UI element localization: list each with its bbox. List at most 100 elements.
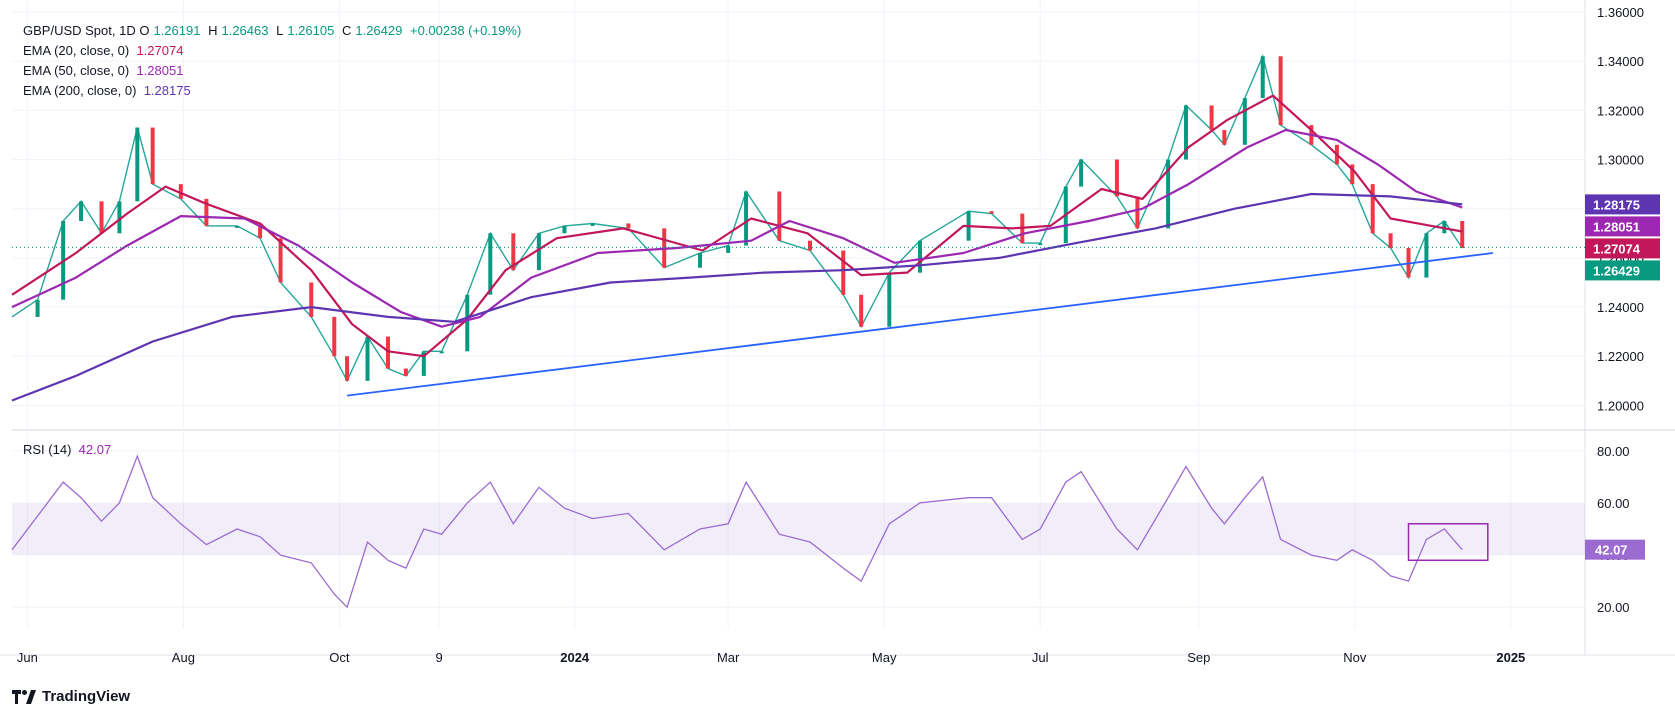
brand-name: TradingView bbox=[42, 688, 131, 705]
candle-body bbox=[777, 191, 782, 241]
candle-body bbox=[79, 201, 84, 221]
candle-body bbox=[345, 356, 350, 381]
candle-body bbox=[562, 225, 567, 234]
candle-body bbox=[385, 336, 390, 369]
price-label-tag bbox=[1585, 216, 1660, 237]
candle-body bbox=[859, 294, 864, 327]
candle-body bbox=[117, 201, 122, 234]
candle-body bbox=[1370, 184, 1375, 234]
candle-body bbox=[1278, 56, 1283, 126]
price-tick-label: 1.32000 bbox=[1597, 103, 1644, 118]
candle-body bbox=[421, 351, 426, 376]
ema-line bbox=[11, 128, 1463, 328]
rsi-value: 42.07 bbox=[78, 442, 112, 457]
rsi-legend: RSI (14) 42.07 bbox=[23, 440, 111, 460]
time-tick-label: 9 bbox=[436, 650, 443, 665]
low-label: L bbox=[276, 23, 284, 38]
time-tick-label: Sep bbox=[1187, 650, 1210, 665]
rsi-tick-label: 20.00 bbox=[1597, 600, 1630, 615]
rsi-value-tag bbox=[1585, 539, 1645, 560]
time-tick-label: May bbox=[872, 650, 897, 665]
rsi-label: RSI (14) bbox=[23, 442, 72, 457]
price-label-tag bbox=[1585, 238, 1660, 259]
candle-body bbox=[439, 351, 444, 354]
candle-body bbox=[150, 127, 155, 185]
candle-body bbox=[488, 233, 493, 295]
ema20-value: 1.27074 bbox=[136, 43, 184, 58]
candle-body bbox=[465, 294, 470, 352]
rsi-value-tag-text: 42.07 bbox=[1595, 543, 1628, 558]
price-label-text: 1.26429 bbox=[1593, 263, 1640, 278]
candle-body bbox=[744, 191, 749, 246]
price-label-text: 1.28175 bbox=[1593, 197, 1640, 212]
candle-body bbox=[99, 201, 104, 234]
candle-body bbox=[135, 127, 140, 202]
candle-body bbox=[1135, 196, 1140, 229]
candle-body bbox=[1222, 130, 1227, 145]
ema50-label: EMA (50, close, 0) bbox=[23, 63, 130, 78]
candle-body bbox=[258, 225, 263, 239]
candle-body bbox=[365, 336, 370, 381]
ema200-label: EMA (200, close, 0) bbox=[23, 83, 137, 98]
footer-brand[interactable]: TradingView bbox=[12, 688, 130, 705]
time-tick-label: Jul bbox=[1032, 650, 1049, 665]
price-close-line bbox=[11, 54, 1463, 383]
rsi-band-fill bbox=[12, 502, 1585, 556]
candle-body bbox=[887, 272, 892, 327]
candle-body bbox=[1242, 98, 1247, 145]
candle-body bbox=[1424, 233, 1429, 278]
candle-body bbox=[841, 250, 846, 295]
ema50-value: 1.28051 bbox=[136, 63, 184, 78]
low-value: 1.26105 bbox=[287, 23, 335, 38]
rsi-tick-label: 60.00 bbox=[1597, 496, 1630, 511]
candle-body bbox=[917, 240, 922, 273]
candle-body bbox=[1183, 105, 1188, 160]
tradingview-logo-icon bbox=[12, 689, 36, 704]
candle-body bbox=[1209, 105, 1214, 131]
price-tick-label: 1.20000 bbox=[1597, 398, 1644, 413]
rsi-annotation-box bbox=[1407, 523, 1489, 562]
trendline bbox=[346, 252, 1494, 397]
ema50-legend: EMA (50, close, 0) 1.28051 bbox=[23, 61, 183, 81]
change-value: +0.00238 (+0.19%) bbox=[409, 23, 522, 38]
price-label-text: 1.27074 bbox=[1593, 241, 1641, 256]
high-label: H bbox=[208, 23, 218, 38]
candle-body bbox=[35, 299, 40, 317]
price-tick-label: 1.36000 bbox=[1597, 5, 1644, 20]
close-value: 1.26429 bbox=[355, 23, 403, 38]
time-tick-label: Jun bbox=[17, 650, 38, 665]
symbol-legend: GBP/USD Spot, 1D O 1.26191 H 1.26463 L 1.26… bbox=[23, 21, 525, 41]
candle-body bbox=[1460, 221, 1465, 249]
candle-body bbox=[178, 184, 183, 199]
candle-body bbox=[536, 233, 541, 271]
open-value: 1.26191 bbox=[153, 23, 201, 38]
high-value: 1.26463 bbox=[221, 23, 269, 38]
candle-body bbox=[1079, 159, 1084, 187]
candle-body bbox=[309, 282, 314, 317]
rsi-tick-label: 80.00 bbox=[1597, 444, 1630, 459]
candle-body bbox=[235, 225, 240, 228]
candle-body bbox=[1260, 56, 1265, 99]
rsi-line bbox=[11, 454, 1463, 609]
candle-body bbox=[332, 316, 337, 357]
time-tick-label: Oct bbox=[329, 650, 350, 665]
candle-body bbox=[1350, 164, 1355, 185]
time-tick-label: 2025 bbox=[1496, 650, 1525, 665]
candle-body bbox=[698, 252, 703, 268]
ema-line bbox=[11, 192, 1463, 402]
time-tick-label: Mar bbox=[717, 650, 740, 665]
ema200-legend: EMA (200, close, 0) 1.28175 bbox=[23, 81, 191, 101]
ema200-value: 1.28175 bbox=[143, 83, 191, 98]
candle-body bbox=[511, 233, 516, 271]
time-tick-label: 2024 bbox=[560, 650, 590, 665]
candle-body bbox=[808, 240, 813, 251]
ema20-label: EMA (20, close, 0) bbox=[23, 43, 130, 58]
price-tick-label: 1.24000 bbox=[1597, 300, 1644, 315]
ohlc-values: O 1.26191 H 1.26463 L 1.26105 C 1.26429 +0.0… bbox=[139, 23, 525, 38]
price-tick-label: 1.30000 bbox=[1597, 153, 1644, 168]
ema20-legend: EMA (20, close, 0) 1.27074 bbox=[23, 41, 183, 61]
close-label: C bbox=[341, 23, 352, 38]
candle-body bbox=[1038, 243, 1043, 246]
price-tick-label: 1.22000 bbox=[1597, 349, 1644, 364]
candle-body bbox=[278, 238, 283, 283]
